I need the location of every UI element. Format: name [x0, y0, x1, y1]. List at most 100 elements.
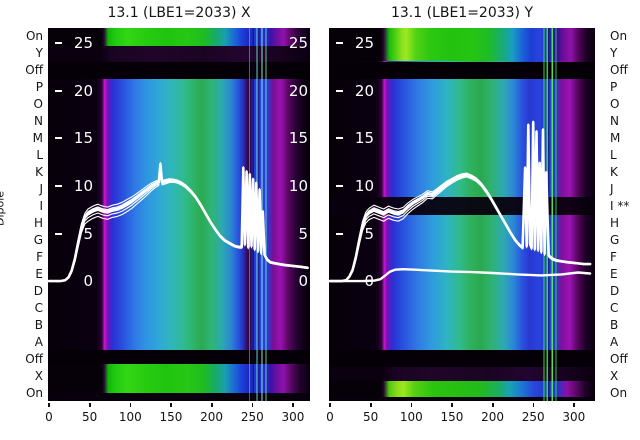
off-row-band-bottom	[48, 350, 310, 367]
flat-reference-line	[329, 267, 592, 283]
x-tick-label: 150	[159, 410, 183, 424]
x-tick-label: 300	[281, 410, 305, 424]
dipole-row-label: E	[35, 266, 43, 281]
y-tick-label-right: 5	[298, 224, 308, 243]
x-tick-label: 200	[200, 410, 224, 424]
dipole-row-label: Off	[610, 63, 628, 78]
y-tick-mark	[336, 42, 343, 45]
x-tick-label: 300	[562, 410, 586, 424]
x-tick-mark	[48, 403, 50, 407]
dipole-row-label: A	[34, 334, 43, 349]
dipole-row-label: D	[610, 283, 620, 298]
off-row-band-bottom	[329, 350, 595, 367]
dipole-row-label: H	[33, 215, 43, 230]
dipole-row-label: On	[25, 29, 43, 44]
y-tick-value: 10	[354, 176, 374, 195]
dipole-row-label: F	[610, 249, 617, 264]
y-tick-label-right: 15	[288, 129, 308, 148]
dipole-row-label: C	[34, 300, 43, 315]
x-tick-label: 250	[521, 410, 545, 424]
y-tick-mark	[336, 184, 343, 187]
x-tick-mark	[129, 403, 132, 407]
x-tick-mark	[292, 403, 294, 407]
dipole-row-label: O	[610, 97, 620, 112]
y-tick-mark	[55, 137, 62, 140]
dipole-row-label: On	[25, 385, 43, 400]
x-tick-mark	[532, 403, 535, 407]
y-tick-label-right: 0	[298, 272, 308, 291]
x-row-band	[329, 367, 595, 381]
y-tick-label: 25	[336, 34, 374, 52]
y-tick-value: 0	[83, 272, 93, 291]
y-tick-label: 0	[336, 272, 374, 290]
y-tick-value: 10	[73, 176, 93, 195]
dipole-row-label: D	[33, 283, 43, 298]
dipole-row-label: G	[33, 232, 43, 247]
x-tick-mark	[211, 403, 213, 407]
dipole-row-label: E	[610, 266, 618, 281]
dipole-row-label: H	[610, 215, 620, 230]
y-tick-label: 10	[336, 177, 374, 195]
dipole-row-label: N	[610, 114, 619, 129]
y-tick-mark	[55, 232, 62, 235]
y-tick-label: 15	[55, 129, 93, 147]
y-tick-value: 20	[73, 81, 93, 100]
bottom-edge-band	[329, 397, 595, 401]
dipole-row-label: K	[35, 165, 43, 180]
x-tick-label: 50	[362, 410, 379, 424]
left-plot-title: 13.1 (LBE1=2033) X	[107, 5, 251, 21]
vertical-line-cluster	[542, 28, 560, 401]
x-tick-mark	[170, 403, 172, 407]
dipole-row-label: On	[610, 29, 628, 44]
dipole-row-label: P	[35, 80, 43, 95]
x-tick-mark	[492, 403, 494, 407]
curve-overlay	[48, 161, 309, 283]
dipole-row-label: L	[36, 148, 43, 163]
y-tick-mark	[336, 89, 343, 92]
x-tick-mark	[451, 403, 453, 407]
dipole-row-label: Off	[25, 351, 43, 366]
y-tick-label-right: 20	[288, 81, 308, 100]
row-labels-left-column: On Y Off P O N M L K J I H G F E D C B A Off X On	[0, 28, 44, 401]
y-tick-value: 0	[364, 272, 374, 291]
y-row-band	[48, 46, 310, 62]
dipole-row-label: Off	[25, 63, 43, 78]
dipole-row-label: M	[32, 131, 43, 146]
y-tick-mark	[336, 232, 343, 235]
dipole-row-label: P	[610, 80, 618, 95]
x-tick-label: 250	[240, 410, 264, 424]
dipole-row-label: N	[34, 114, 43, 129]
y-tick-label: 20	[55, 82, 93, 100]
y-tick-mark	[55, 42, 62, 45]
y-tick-label: 10	[55, 177, 93, 195]
dipole-row-label: I	[39, 199, 43, 214]
off-row-band-top	[329, 62, 595, 79]
y-tick-value: 5	[83, 224, 93, 243]
dipole-row-label: C	[610, 300, 619, 315]
y-tick-value: 25	[73, 34, 93, 53]
y-tick-label-right: 25	[288, 34, 308, 53]
heatmap-plot-x: 25 20 15 10 5 0 25 20 15 10 5 0	[48, 28, 310, 401]
dipole-row-label: Y	[610, 46, 618, 61]
y-tick-value: 15	[73, 129, 93, 148]
y-tick-value: 15	[354, 129, 374, 148]
x-tick-label: 50	[81, 410, 98, 424]
y-tick-value: 25	[354, 34, 374, 53]
x-tick-label: 100	[118, 410, 142, 424]
x-tick-mark	[329, 403, 331, 407]
x-axis-left: 0 50 100 150 200 250 300	[45, 401, 310, 433]
x-tick-label: 100	[399, 410, 423, 424]
dipole-row-label: On	[610, 385, 628, 400]
dipole-row-label: B	[34, 317, 43, 332]
bottom-edge-band	[48, 393, 310, 401]
x-tick-mark	[573, 403, 575, 407]
y-tick-label: 20	[336, 82, 374, 100]
dipole-row-label: K	[610, 165, 618, 180]
right-plot-title: 13.1 (LBE1=2033) Y	[390, 5, 534, 21]
x-tick-label: 200	[481, 410, 505, 424]
y-tick-label: 15	[336, 129, 374, 147]
row-labels-right-column: On Y Off P O N M L K J I ** H G F E D C B A Off X On	[610, 28, 640, 401]
on-row-band-top	[48, 28, 310, 46]
dipole-row-label: B	[610, 317, 619, 332]
